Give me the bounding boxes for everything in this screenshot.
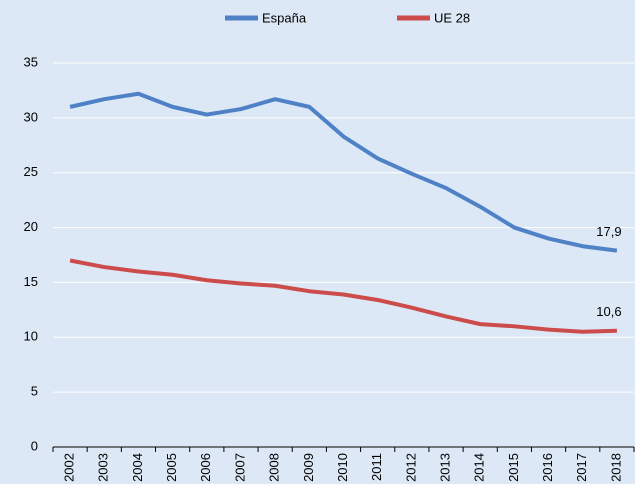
y-tick-label: 15 <box>24 274 38 289</box>
legend-label: UE 28 <box>434 10 470 25</box>
line-series <box>69 258 617 334</box>
x-tick-label: 2018 <box>608 453 623 482</box>
x-tick-label: 2011 <box>369 453 384 481</box>
x-tick-label: 2004 <box>130 453 145 482</box>
y-tick-label: 5 <box>31 384 38 399</box>
x-tick-label: 2002 <box>62 453 77 482</box>
x-tick-label: 2008 <box>267 453 282 482</box>
line-series <box>69 91 618 253</box>
y-tick-label: 0 <box>31 438 38 453</box>
x-tick-label: 2009 <box>301 453 316 482</box>
x-tick-label: 2014 <box>472 453 487 482</box>
y-tick-label: 35 <box>24 54 38 69</box>
x-tick-label: 2012 <box>403 453 418 482</box>
data-label: 10,6 <box>596 304 621 319</box>
y-tick-label: 10 <box>24 329 38 344</box>
legend-label: España <box>262 10 307 25</box>
y-tick-label: 30 <box>24 109 38 124</box>
x-tick-label: 2016 <box>540 453 555 482</box>
x-tick-label: 2003 <box>96 453 111 482</box>
x-tick-label: 2015 <box>506 453 521 482</box>
x-tick-label: 2006 <box>198 453 213 482</box>
x-tick-label: 2010 <box>335 453 350 482</box>
x-tick-label: 2013 <box>437 453 452 482</box>
y-tick-label: 20 <box>24 219 38 234</box>
x-tick-label: 2007 <box>232 453 247 482</box>
x-tick-label: 2017 <box>574 453 589 482</box>
data-label: 17,9 <box>596 224 621 239</box>
x-tick-label: 2005 <box>164 453 179 482</box>
y-tick-label: 25 <box>24 164 38 179</box>
